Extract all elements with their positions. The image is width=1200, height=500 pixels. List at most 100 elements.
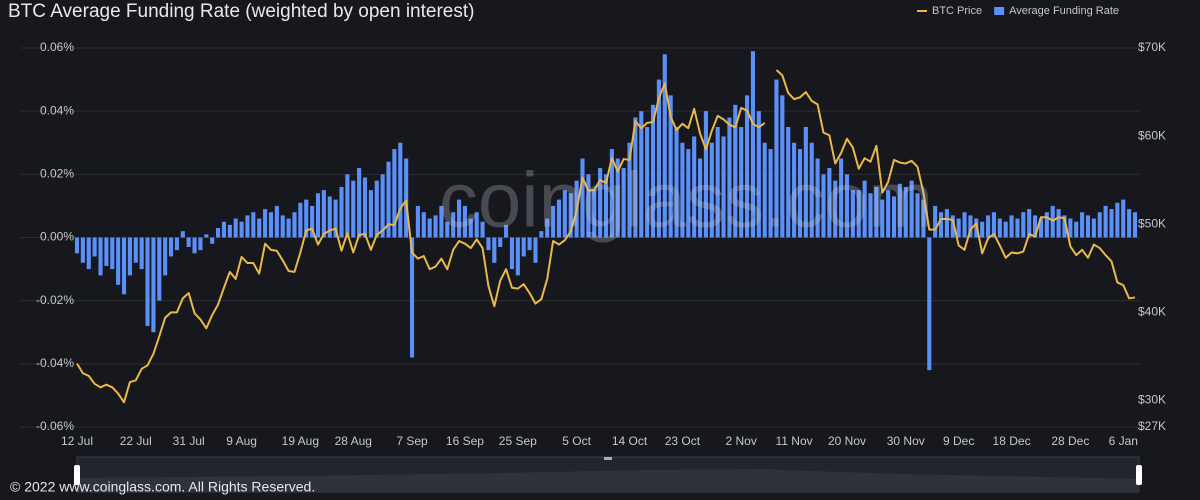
bar (392, 149, 397, 238)
navigator-grip[interactable] (604, 457, 612, 460)
bar (104, 237, 109, 266)
bar (821, 174, 826, 238)
bar (880, 199, 885, 238)
y2-tick-label: $27K (1138, 419, 1166, 433)
bar (351, 180, 356, 238)
bar (803, 126, 808, 238)
bar (750, 51, 756, 238)
bar (504, 224, 509, 238)
bar (98, 237, 103, 276)
bar (650, 104, 656, 238)
bar (598, 168, 603, 238)
bar (692, 136, 697, 238)
bar (921, 199, 926, 238)
bar (680, 142, 685, 238)
bar (580, 158, 585, 238)
bar (1109, 209, 1114, 238)
x-tick-label: 9 Dec (943, 434, 974, 448)
x-tick-label: 2 Nov (726, 434, 757, 448)
bar (827, 168, 832, 238)
bar (709, 142, 714, 238)
bar (815, 158, 820, 238)
bar (239, 221, 244, 238)
bar (227, 224, 232, 238)
bar (274, 205, 279, 238)
bar (151, 237, 156, 333)
bar (198, 237, 203, 251)
navigator (74, 456, 1142, 493)
x-tick-label: 12 Jul (61, 434, 93, 448)
bar (1021, 212, 1026, 238)
bar (245, 215, 250, 238)
bar (439, 205, 444, 238)
bar (386, 161, 391, 238)
bar (545, 218, 550, 238)
bar (639, 111, 644, 238)
x-tick-label: 20 Nov (828, 434, 866, 448)
bar (839, 158, 844, 238)
bar (850, 190, 855, 238)
legend: BTC Price Average Funding Rate (917, 5, 1119, 17)
bar (1062, 215, 1067, 238)
y-tick-label: 0.04% (40, 103, 74, 117)
bar (909, 180, 914, 238)
bar (897, 183, 902, 238)
y-tick-label: 0.00% (40, 230, 74, 244)
bar (527, 237, 532, 251)
bar (1044, 212, 1049, 238)
bar (327, 196, 332, 238)
bar (997, 218, 1002, 238)
x-tick-label: 19 Aug (282, 434, 319, 448)
bar (280, 215, 285, 238)
bar (927, 237, 932, 371)
bar (1033, 215, 1038, 238)
bar (486, 237, 491, 251)
legend-swatch (994, 7, 1005, 15)
bar (339, 186, 344, 238)
bar (456, 199, 462, 238)
bar (792, 142, 797, 238)
bar (257, 218, 262, 238)
legend-label: Average Funding Rate (1009, 5, 1119, 17)
x-tick-label: 11 Nov (776, 434, 813, 448)
bar (833, 180, 838, 238)
bar (615, 158, 620, 238)
y2-tick-label: $40K (1138, 305, 1166, 319)
bar (780, 95, 785, 238)
bar (609, 149, 614, 238)
bar (321, 190, 326, 238)
bar (662, 54, 667, 238)
y-tick-label: 0.06% (40, 40, 74, 54)
navigator-handle[interactable] (1136, 465, 1142, 485)
bar (1127, 209, 1132, 238)
x-tick-label: 18 Dec (993, 434, 1031, 448)
bar (480, 221, 485, 238)
bar (1027, 209, 1032, 238)
x-tick-label: 16 Sep (446, 434, 484, 448)
bar (562, 190, 567, 238)
bar (656, 79, 661, 238)
bar (1132, 212, 1138, 238)
bar (251, 212, 256, 238)
navigator-handle[interactable] (74, 465, 80, 485)
bar (985, 215, 991, 238)
bar (186, 237, 191, 247)
price-line (76, 69, 1136, 404)
y2-tick-label: $30K (1138, 393, 1166, 407)
bar (1080, 212, 1085, 238)
bar (310, 205, 315, 238)
bar (80, 237, 85, 263)
bar (697, 158, 703, 238)
bar (633, 117, 638, 238)
bar (451, 212, 456, 238)
bar (551, 205, 556, 238)
bar (868, 193, 873, 238)
bar (686, 149, 691, 238)
bar (357, 168, 362, 238)
bar (762, 142, 767, 238)
bar (409, 237, 415, 358)
bar (492, 237, 497, 263)
bar (915, 193, 920, 238)
